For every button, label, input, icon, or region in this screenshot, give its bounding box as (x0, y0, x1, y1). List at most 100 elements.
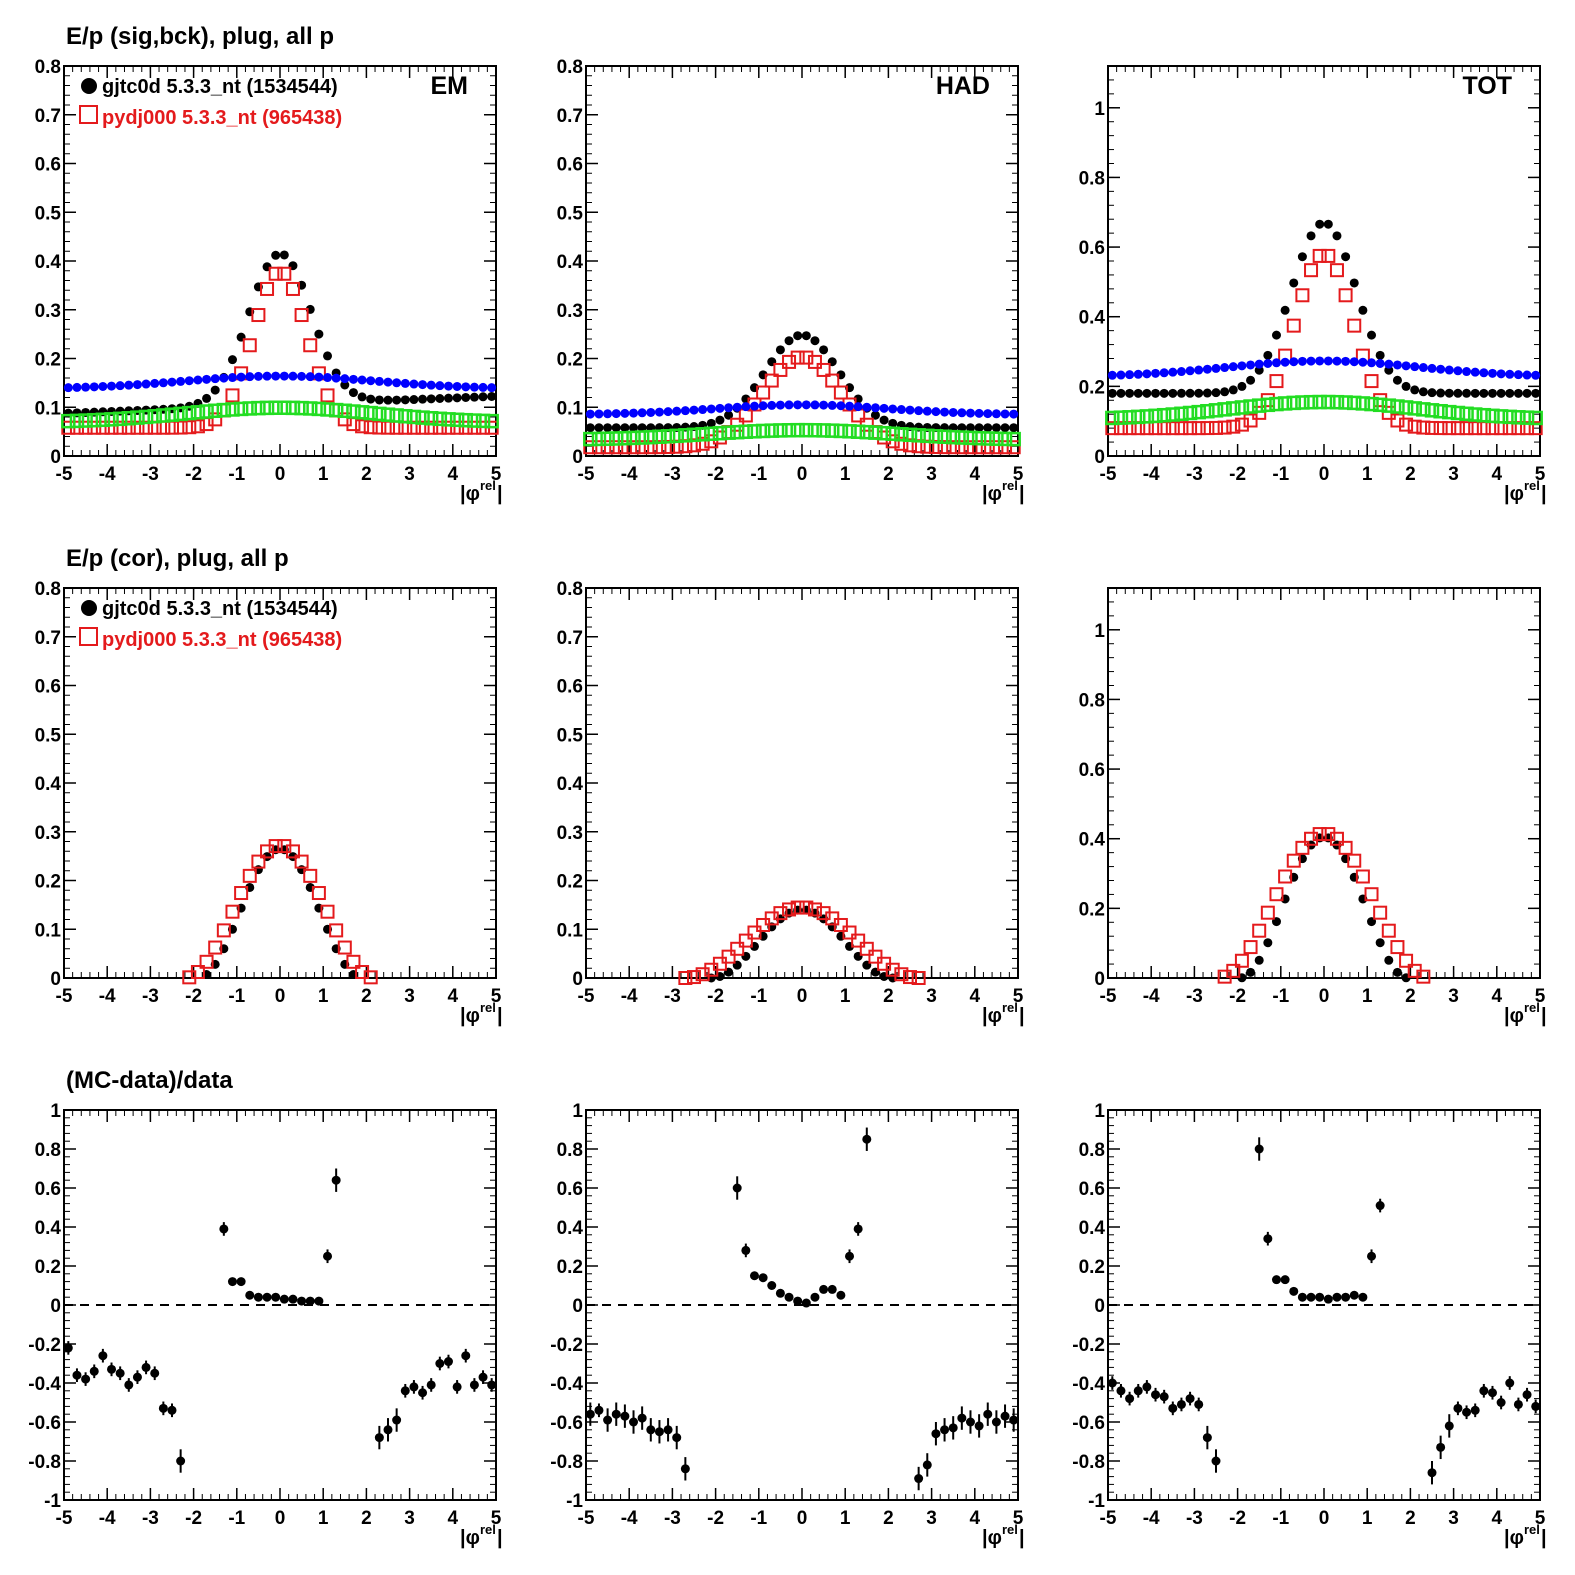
data-point (1286, 853, 1301, 868)
data-point (721, 949, 736, 964)
data-point (948, 407, 958, 417)
data-point (374, 395, 384, 405)
data-point (236, 372, 246, 382)
y-tick-label: 0.6 (557, 677, 583, 698)
x-tick-label: -5 (578, 1508, 595, 1529)
data-point (1444, 388, 1454, 398)
x-tick-label: 1 (840, 464, 851, 485)
x-tick-label: 4 (970, 1508, 981, 1529)
data-point (1263, 358, 1273, 368)
data-point (859, 424, 875, 440)
data-point (980, 440, 995, 455)
data-point (132, 1372, 142, 1382)
series-black-dot (63, 250, 497, 418)
series-black-dot (1237, 833, 1411, 983)
data-point (363, 420, 378, 435)
x-axis-label: |φ (460, 483, 480, 505)
data-point (113, 420, 128, 435)
data-point (600, 440, 615, 455)
data-point (337, 403, 353, 419)
data-point (271, 250, 281, 260)
x-axis-label-sup: rel (1524, 1522, 1540, 1537)
data-point (1280, 305, 1290, 315)
x-axis-label-sup: rel (1524, 1000, 1540, 1015)
data-point (1358, 357, 1368, 367)
data-point (833, 917, 848, 932)
series-black-dot (1107, 219, 1541, 398)
data-point (784, 400, 794, 410)
data-point (591, 431, 607, 447)
data-point (870, 403, 880, 413)
data-point (1390, 413, 1405, 428)
data-point (443, 393, 453, 403)
data-point (983, 409, 993, 419)
data-point (1375, 938, 1385, 948)
data-point (314, 372, 324, 382)
data-point (922, 1460, 932, 1470)
data-point (210, 385, 220, 395)
x-tick-label: 4 (448, 986, 459, 1007)
data-point (1367, 358, 1377, 368)
data-point (724, 403, 734, 413)
data-point (998, 440, 1013, 455)
data-point (156, 420, 171, 435)
data-point (1122, 410, 1137, 425)
data-point (78, 413, 93, 428)
data-point (1303, 394, 1319, 410)
y-tick-label: -0.2 (1072, 1335, 1105, 1356)
data-point (661, 439, 676, 454)
data-point (620, 423, 630, 433)
y-tick-label: 1 (1094, 99, 1105, 120)
data-point (827, 400, 837, 410)
data-point (862, 1134, 872, 1144)
x-tick-label: -4 (99, 464, 116, 485)
data-point (268, 266, 283, 281)
data-point (687, 970, 701, 985)
data-point (741, 402, 751, 412)
data-point (426, 394, 436, 404)
y-tick-label: -1 (44, 1491, 61, 1512)
data-point (210, 374, 220, 384)
data-point (747, 925, 762, 940)
data-point (608, 431, 624, 446)
data-point (366, 394, 376, 404)
data-point (974, 423, 984, 433)
data-point (669, 428, 684, 444)
data-point (346, 954, 361, 969)
x-axis-label-sup: rel (1002, 1000, 1018, 1015)
panel-em-row1: -5 -4 -3 -2 -1 0 1 2 3 4 5 0 0.1 0.2 0.3 0.4 0.5 0.6 0.7 0.… (35, 57, 503, 505)
data-point (1254, 955, 1264, 965)
x-tick-label: 5 (491, 1508, 502, 1529)
data-point (124, 380, 134, 390)
data-point (452, 1382, 462, 1392)
y-tick-label: 0.2 (35, 1257, 61, 1278)
data-point (1159, 368, 1169, 378)
data-point (225, 904, 240, 919)
data-point (652, 440, 667, 455)
data-point (253, 371, 263, 381)
data-point (879, 415, 889, 425)
y-tick-label: -0.6 (550, 1413, 583, 1434)
series-black-dot-err (585, 1127, 1019, 1491)
data-point (484, 413, 499, 429)
data-point (1364, 887, 1379, 902)
data-point (216, 402, 232, 418)
series-green-square (1105, 394, 1543, 426)
data-point (406, 409, 422, 425)
data-point (1427, 363, 1437, 373)
x-tick-label: 1 (318, 986, 329, 1007)
data-point (104, 412, 119, 427)
data-point (845, 401, 855, 411)
data-point (635, 440, 650, 455)
data-point (634, 430, 650, 445)
data-point (95, 412, 111, 428)
x-tick-label: -5 (1100, 464, 1117, 485)
data-point (95, 420, 110, 435)
data-point (260, 281, 275, 296)
x-axis-label: |φ (982, 1005, 1002, 1027)
data-point (888, 418, 898, 428)
data-point (894, 436, 909, 451)
data-point (991, 409, 1001, 419)
data-point (687, 438, 701, 453)
